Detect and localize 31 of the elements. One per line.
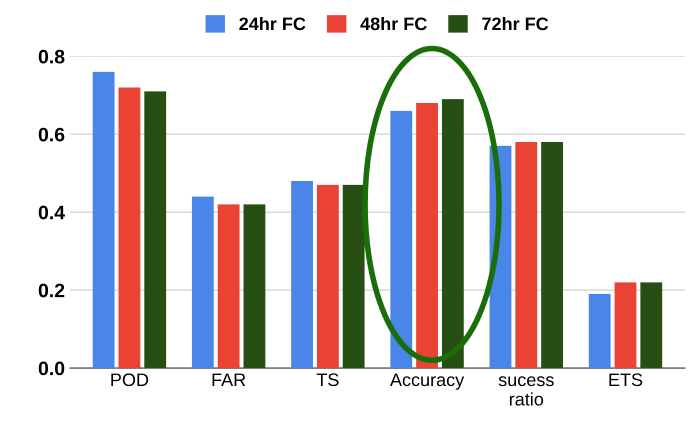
bar [92, 72, 115, 368]
bar [342, 184, 365, 368]
bar [316, 184, 339, 368]
bar [541, 142, 563, 368]
bar [218, 204, 240, 368]
bar [515, 142, 538, 368]
legend-label: 24hr FC [239, 16, 306, 30]
y-tick-label: 0.8 [38, 50, 64, 64]
legend-label: 48hr FC [360, 16, 427, 30]
x-tick-label: FAR [212, 374, 246, 386]
bar [390, 110, 412, 368]
bar [640, 282, 662, 368]
x-tick-label: POD [111, 373, 148, 386]
y-tick-label: 0.2 [38, 284, 64, 298]
y-tick-label: 0.6 [38, 128, 64, 142]
bar [244, 204, 266, 368]
y-tick-label: 0.0 [38, 362, 64, 376]
bar [118, 87, 140, 368]
x-tick-label: ETS [609, 373, 642, 386]
bar [416, 103, 438, 368]
x-tick-label: sucess ratio [498, 376, 554, 406]
x-tick-label: Accuracy [390, 374, 464, 390]
y-tick-label: 0.4 [38, 206, 65, 220]
x-tick-label: TS [316, 373, 339, 386]
bar [192, 196, 214, 368]
bar [588, 294, 611, 368]
bar [614, 282, 636, 368]
legend-label: 72hr FC [482, 16, 548, 30]
bar [442, 99, 464, 368]
bar [144, 91, 166, 368]
bar [291, 180, 313, 368]
